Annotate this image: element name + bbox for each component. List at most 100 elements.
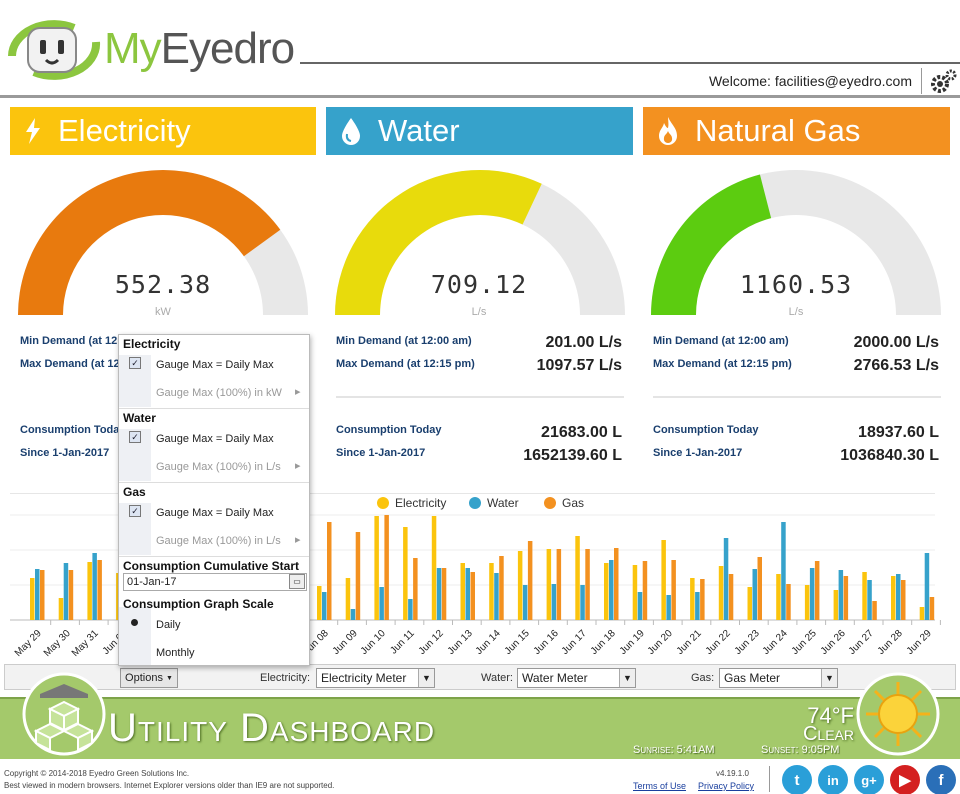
menu-water-gauge-max[interactable]: Gauge Max (100%) in L/s [156, 461, 281, 473]
bar-electricity-15[interactable] [460, 563, 466, 620]
bar-electricity-18[interactable] [546, 549, 552, 620]
bar-water-27[interactable] [809, 568, 815, 620]
menu-electricity-gauge-max[interactable]: Gauge Max (100%) in kW [156, 387, 282, 399]
calendar-icon[interactable]: ▭ [289, 574, 305, 589]
bar-electricity-14[interactable] [431, 516, 437, 620]
bar-electricity-0[interactable] [30, 578, 35, 620]
bar-water-16[interactable] [494, 573, 499, 620]
bar-water-13[interactable] [408, 599, 413, 620]
bar-electricity-2[interactable] [87, 562, 92, 620]
twitter-icon[interactable]: t [782, 765, 812, 794]
bar-gas-30[interactable] [901, 580, 906, 620]
bar-water-2[interactable] [92, 553, 97, 620]
linkedin-icon[interactable]: in [818, 765, 848, 794]
google-plus-icon[interactable]: g+ [854, 765, 884, 794]
bar-gas-1[interactable] [68, 570, 74, 620]
bar-water-23[interactable] [695, 592, 700, 620]
bar-gas-12[interactable] [384, 515, 389, 620]
bar-water-11[interactable] [350, 609, 356, 620]
bar-gas-17[interactable] [527, 541, 533, 620]
bar-electricity-24[interactable] [718, 566, 724, 620]
water-meter-select[interactable]: Water Meter ▼ [517, 668, 636, 688]
menu-scale-monthly[interactable]: Monthly [156, 647, 195, 659]
bar-water-28[interactable] [838, 570, 844, 620]
bar-electricity-25[interactable] [747, 587, 753, 620]
bar-electricity-12[interactable] [374, 516, 379, 620]
checkbox-checked-icon[interactable]: ✓ [129, 357, 141, 369]
bar-gas-16[interactable] [499, 556, 504, 620]
legend-gas[interactable]: Gas [544, 496, 584, 510]
bar-water-26[interactable] [781, 522, 786, 620]
bar-water-15[interactable] [465, 568, 471, 620]
bar-electricity-21[interactable] [632, 565, 638, 620]
bar-water-19[interactable] [580, 585, 585, 620]
bar-gas-29[interactable] [872, 601, 877, 620]
options-button[interactable]: Options ▼ [120, 668, 178, 688]
legend-electricity[interactable]: Electricity [377, 496, 446, 510]
bar-gas-27[interactable] [814, 561, 820, 620]
bar-electricity-17[interactable] [517, 551, 523, 620]
bar-water-29[interactable] [867, 580, 872, 620]
checkbox-checked-icon[interactable]: ✓ [129, 431, 141, 443]
electricity-meter-select[interactable]: Electricity Meter ▼ [316, 668, 435, 688]
youtube-icon[interactable]: ▶ [890, 765, 920, 794]
bar-water-1[interactable] [63, 563, 69, 620]
bar-gas-13[interactable] [413, 558, 418, 620]
privacy-link[interactable]: Privacy Policy [698, 781, 755, 791]
bar-electricity-26[interactable] [776, 574, 781, 620]
bar-gas-21[interactable] [642, 561, 648, 620]
bar-gas-24[interactable] [728, 574, 734, 620]
bar-electricity-22[interactable] [661, 540, 666, 620]
bar-gas-18[interactable] [556, 549, 562, 620]
terms-link[interactable]: Terms of Use [633, 781, 687, 791]
eyedro-logo[interactable]: MyEyedro [4, 14, 304, 84]
bar-water-31[interactable] [924, 553, 930, 620]
bar-electricity-27[interactable] [804, 585, 810, 620]
menu-scale-daily[interactable]: Daily [156, 619, 181, 631]
bar-electricity-29[interactable] [862, 572, 867, 620]
bar-electricity-30[interactable] [891, 576, 896, 620]
facebook-icon[interactable]: f [926, 765, 956, 794]
settings-gears-icon[interactable] [928, 68, 958, 96]
bar-gas-22[interactable] [671, 560, 676, 620]
bar-electricity-31[interactable] [919, 607, 925, 620]
bar-gas-2[interactable] [97, 560, 102, 620]
bar-electricity-16[interactable] [489, 563, 494, 620]
bar-water-25[interactable] [752, 569, 758, 620]
legend-water[interactable]: Water [469, 496, 519, 510]
bar-water-10[interactable] [322, 592, 327, 620]
gas-meter-select[interactable]: Gas Meter ▼ [719, 668, 838, 688]
bar-gas-23[interactable] [700, 579, 705, 620]
bar-gas-15[interactable] [470, 572, 476, 620]
bar-electricity-10[interactable] [317, 586, 322, 620]
bar-electricity-28[interactable] [833, 590, 839, 620]
menu-gas-daily-max[interactable]: Gauge Max = Daily Max [156, 507, 274, 519]
menu-gas-gauge-max[interactable]: Gauge Max (100%) in L/s [156, 535, 281, 547]
bar-electricity-11[interactable] [345, 578, 351, 620]
bar-electricity-23[interactable] [690, 578, 695, 620]
bar-gas-31[interactable] [929, 597, 935, 620]
bar-electricity-1[interactable] [58, 598, 64, 620]
bar-water-20[interactable] [609, 560, 614, 620]
bar-electricity-13[interactable] [403, 527, 408, 620]
bar-gas-25[interactable] [757, 557, 763, 620]
bar-water-14[interactable] [436, 568, 442, 620]
checkbox-checked-icon[interactable]: ✓ [129, 505, 141, 517]
bar-water-12[interactable] [379, 587, 384, 620]
bar-water-18[interactable] [551, 584, 557, 620]
bar-water-22[interactable] [666, 595, 671, 620]
bar-water-0[interactable] [35, 569, 40, 620]
bar-water-21[interactable] [637, 592, 643, 620]
bar-gas-10[interactable] [327, 522, 332, 620]
menu-water-daily-max[interactable]: Gauge Max = Daily Max [156, 433, 274, 445]
bar-gas-0[interactable] [40, 570, 45, 620]
menu-electricity-daily-max[interactable]: Gauge Max = Daily Max [156, 359, 274, 371]
bar-water-17[interactable] [522, 585, 528, 620]
bar-electricity-19[interactable] [575, 536, 580, 620]
bar-gas-26[interactable] [786, 584, 791, 620]
bar-gas-19[interactable] [585, 549, 590, 620]
bar-electricity-20[interactable] [604, 563, 609, 620]
bar-gas-28[interactable] [843, 576, 849, 620]
bar-gas-11[interactable] [355, 532, 361, 620]
cumulative-start-date-input[interactable]: 01-Jan-17 [123, 573, 307, 591]
